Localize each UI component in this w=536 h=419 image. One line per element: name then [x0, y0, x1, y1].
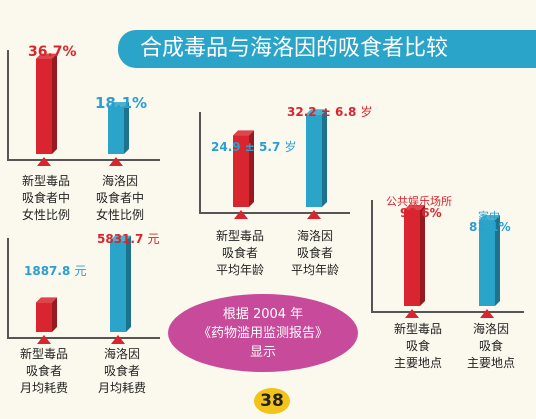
location-label-synthetic: 公共娱乐场所 [386, 195, 452, 208]
panel-1-bar-2-top [108, 101, 129, 107]
page-title: 合成毒品与海洛因的吸食者比较 [118, 30, 536, 68]
panel-3-axes [7, 238, 160, 339]
location-value-synthetic: 90.6% [400, 206, 442, 220]
panel-2-bar-1-top [233, 130, 254, 136]
source-note-line-3: 显示 [249, 344, 276, 360]
panel-3-marker-1 [37, 335, 51, 344]
panel-3-bar-1 [36, 302, 52, 332]
panel-2-bar-1-side [249, 130, 254, 207]
panel-2-marker-1 [234, 210, 248, 219]
panel-4-bar-1 [404, 209, 420, 306]
female-ratio-category-synthetic: 新型毒品 吸食者中 女性比例 [21, 174, 70, 222]
panel-3-bar-1-side [52, 297, 57, 332]
location-category-heroin: 海洛因 吸食 主要地点 [466, 322, 515, 370]
panel-4-bar-1-side [420, 204, 425, 306]
cost-value-heroin: 5831.7 元 [97, 232, 160, 246]
age-category-synthetic: 新型毒品 吸食者 平均年龄 [215, 229, 264, 277]
age-category-heroin: 海洛因 吸食者 平均年龄 [290, 229, 339, 277]
panel-2-bar-2 [306, 114, 322, 207]
panel-3-bar-1-top [36, 297, 57, 303]
panel-1-bar-2 [108, 106, 124, 154]
panel-2-axes [199, 112, 350, 214]
panel-1-bar-1 [36, 58, 52, 154]
panel-1-marker-1 [37, 157, 51, 166]
panel-4-marker-1 [405, 309, 419, 318]
panel-1-bar-2-side [124, 101, 129, 154]
cost-category-heroin: 海洛因 吸食者 月均耗费 [97, 347, 146, 395]
source-note-line-2: 《药物滥用监测报告》 [197, 325, 328, 341]
panel-4-bar-1-top [404, 204, 425, 210]
panel-2-bar-2-side [322, 109, 327, 207]
panel-1-bar-1-top [36, 53, 57, 59]
location-label-heroin: 家中 [478, 210, 500, 223]
female-ratio-value-heroin: 18.1% [95, 94, 148, 112]
age-value-heroin: 32.2 ± 6.8 岁 [287, 105, 373, 119]
location-value-heroin: 81.1% [469, 220, 511, 234]
female-ratio-value-synthetic: 36.7% [28, 44, 77, 60]
panel-4-bar-2-top [479, 215, 500, 221]
panel-2-bar-1 [233, 135, 249, 207]
source-note-ellipse: 根据 2004 年 《药物滥用监测报告》 显示 [168, 294, 358, 372]
panel-4-axes [371, 200, 524, 313]
panel-3-marker-2 [111, 335, 125, 344]
panel-4-bar-2 [479, 220, 495, 306]
panel-4-marker-2 [480, 309, 494, 318]
panel-4-bar-2-side [495, 215, 500, 306]
panel-1-axes [7, 50, 160, 161]
female-ratio-category-heroin: 海洛因 吸食者中 女性比例 [95, 174, 144, 222]
cost-category-synthetic: 新型毒品 吸食者 月均耗费 [19, 347, 68, 395]
age-value-synthetic: 24.9 ± 5.7 岁 [211, 140, 297, 154]
panel-2-bar-2-top [306, 109, 327, 115]
panel-3-bar-2-top [110, 235, 131, 241]
panel-3-bar-2-side [126, 235, 131, 332]
panel-2-marker-2 [307, 210, 321, 219]
page-number: 38 [254, 388, 290, 414]
location-category-synthetic: 新型毒品 吸食 主要地点 [393, 322, 442, 370]
source-note-line-1: 根据 2004 年 [222, 306, 304, 322]
panel-1-marker-2 [109, 157, 123, 166]
cost-value-synthetic: 1887.8 元 [24, 264, 87, 278]
panel-1-bar-1-side [52, 53, 57, 154]
panel-3-bar-2 [110, 240, 126, 332]
